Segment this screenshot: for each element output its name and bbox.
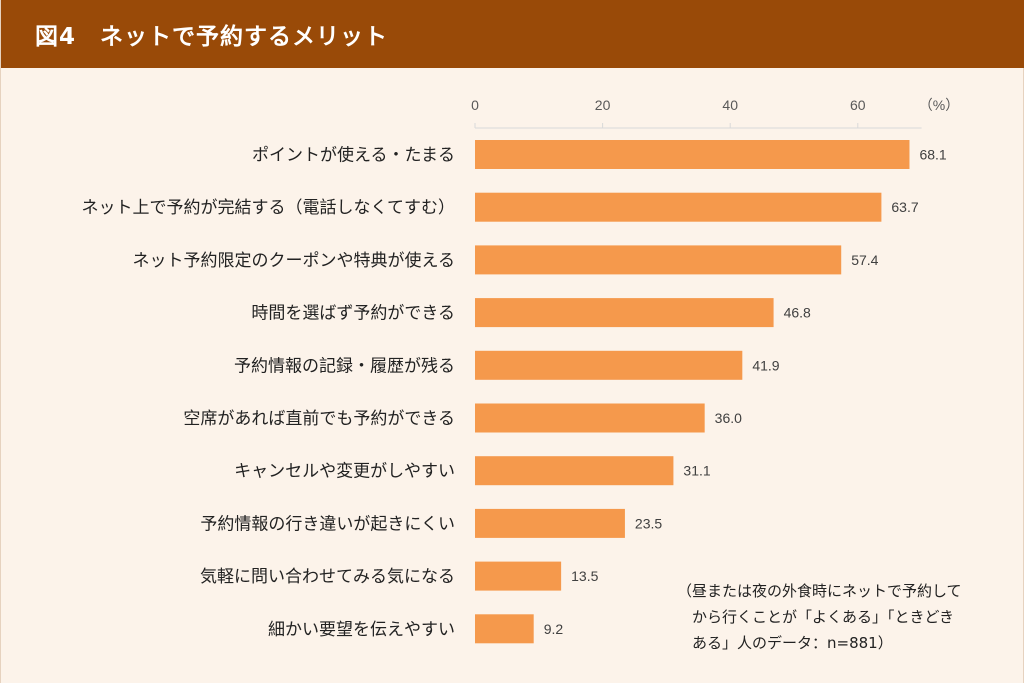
x-tick-label: 60 [850, 97, 866, 113]
value-label: 41.9 [752, 357, 779, 373]
figure-title: 図4 ネットで予約するメリット [35, 24, 389, 50]
category-label: 空席があれば直前でも予約ができる [183, 409, 455, 429]
x-tick-label: 0 [471, 97, 479, 113]
bar [475, 561, 562, 591]
category-label: ネット予約限定のクーポンや特典が使える [133, 250, 456, 271]
category-label: 予約情報の記録・履歴が残る [234, 356, 455, 376]
bar [475, 140, 910, 169]
bar [475, 508, 625, 538]
value-label: 9.2 [544, 621, 564, 637]
value-label: 57.4 [851, 252, 878, 268]
category-label: 細かい要望を伝えやすい [268, 620, 455, 640]
category-label: 予約情報の行き違いが起きにくい [200, 514, 455, 534]
value-label: 13.5 [571, 568, 598, 584]
value-label: 46.8 [784, 305, 811, 321]
bar [475, 403, 705, 433]
bar [475, 350, 743, 380]
bar [475, 298, 774, 328]
bar [475, 245, 842, 275]
category-label: 気軽に問い合わせてみる気になる [200, 567, 455, 587]
value-label: 36.0 [715, 410, 742, 426]
value-label: 68.1 [919, 147, 946, 163]
category-label: 時間を選ばず予約ができる [251, 304, 455, 324]
header-bar: 図4 ネットで予約するメリット [1, 0, 1024, 68]
unit-label: （%） [919, 97, 959, 113]
x-tick-label: 20 [595, 97, 611, 113]
value-label: 31.1 [683, 463, 710, 479]
category-label: キャンセルや変更がしやすい [234, 462, 455, 482]
value-label: 23.5 [635, 515, 662, 531]
bar [475, 456, 674, 486]
x-tick-label: 40 [722, 97, 738, 113]
bar [475, 192, 882, 222]
bar [475, 614, 534, 644]
footnote: （昼または夜の外食時にネットで予約して から行くことが「よくある」「ときどき あ… [677, 582, 962, 652]
value-label: 63.7 [891, 199, 918, 215]
category-label: ネット上で予約が完結する（電話しなくてすむ） [82, 198, 456, 218]
category-label: ポイントが使える・たまる [252, 145, 455, 166]
